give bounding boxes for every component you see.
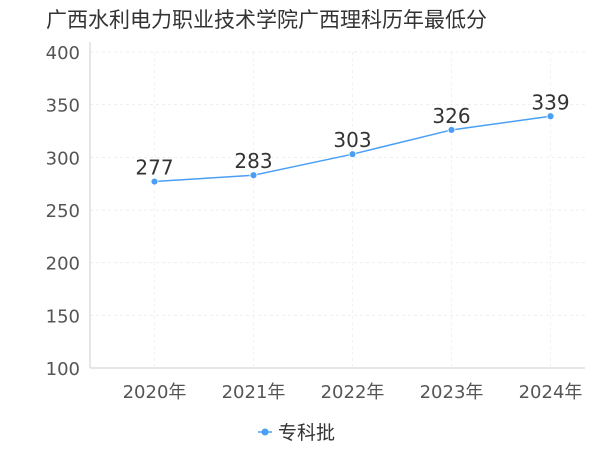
data-label: 339 [531,90,569,114]
y-tick-label: 250 [46,201,80,222]
y-tick-label: 400 [46,43,80,64]
x-tick-label: 2022年 [321,382,385,403]
y-tick-label: 350 [46,96,80,117]
x-tick-labels: 2020年 2021年 2022年 2023年 2024年 [123,382,583,403]
legend[interactable]: 专科批 [258,422,335,444]
data-point [150,177,159,186]
x-tick-label: 2021年 [222,382,286,403]
grid-lines [90,51,585,368]
series-layer: 277 283 303 326 339 [135,90,570,186]
x-tick-label: 2020年 [123,382,187,403]
y-tick-label: 150 [46,306,80,327]
y-tick-label: 200 [46,254,80,275]
data-label: 303 [333,128,371,152]
data-point [546,112,555,121]
chart-title: 广西水利电力职业技术学院广西理科历年最低分 [46,8,487,32]
y-tick-labels: 100 150 200 250 300 350 400 [46,43,80,380]
axes [89,42,585,369]
legend-label: 专科批 [278,422,335,444]
data-label: 326 [432,104,470,128]
data-point [249,171,258,180]
data-label: 277 [135,156,173,180]
x-tick-label: 2024年 [519,382,583,403]
y-tick-label: 300 [46,148,80,169]
legend-marker [261,428,269,436]
data-point [348,150,357,159]
data-point [447,126,456,134]
y-tick-label: 100 [46,359,80,380]
x-tick-label: 2023年 [420,382,484,403]
data-label: 283 [234,149,272,173]
